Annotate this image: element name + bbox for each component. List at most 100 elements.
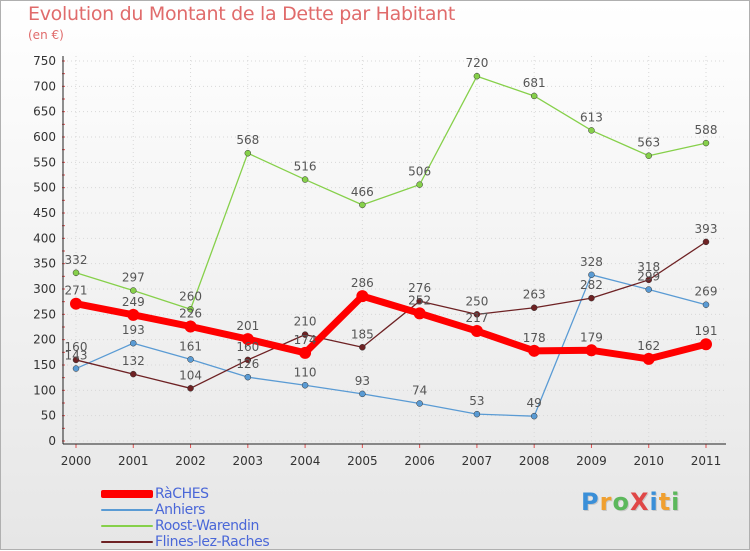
data-label: 143 <box>65 349 88 363</box>
data-point <box>130 370 137 378</box>
series-line-flines-lez-raches <box>75 241 707 389</box>
data-label: 132 <box>122 354 145 368</box>
y-tick-label: 350 <box>33 257 56 271</box>
legend-label: Flines-lez-Raches <box>155 534 270 550</box>
data-label: 178 <box>523 331 546 345</box>
x-tick-label: 2009 <box>576 454 607 468</box>
series-line-r-ches <box>72 292 710 363</box>
data-label: 516 <box>294 160 317 174</box>
data-label: 297 <box>122 271 145 285</box>
data-label: 126 <box>236 357 259 371</box>
data-label: 49 <box>527 396 542 410</box>
legend-swatch <box>101 509 153 511</box>
logo-letter: r <box>599 488 613 516</box>
data-point <box>588 127 595 134</box>
data-point <box>702 139 710 147</box>
data-label: 263 <box>523 288 546 302</box>
data-label: 318 <box>637 260 660 274</box>
data-label: 249 <box>122 295 145 309</box>
data-label: 276 <box>408 281 431 295</box>
data-point <box>702 238 710 246</box>
data-label: 210 <box>294 315 317 329</box>
data-label: 217 <box>465 311 488 325</box>
data-point <box>413 307 426 320</box>
logo-letter: o <box>612 488 630 516</box>
data-label: 250 <box>465 294 488 308</box>
x-tick-label: 2000 <box>61 454 92 468</box>
data-label: 161 <box>179 339 202 353</box>
data-label: 252 <box>408 293 431 307</box>
x-tick-label: 2007 <box>462 454 493 468</box>
data-point <box>416 181 423 188</box>
series-line-anhiers <box>75 274 707 417</box>
y-tick-label: 500 <box>33 181 56 195</box>
y-tick-label: 150 <box>33 358 56 372</box>
data-label: 568 <box>236 133 259 147</box>
data-point <box>528 344 541 357</box>
x-tick-label: 2002 <box>175 454 206 468</box>
data-point <box>359 344 366 351</box>
y-tick-label: 650 <box>33 105 56 119</box>
data-point <box>70 297 82 310</box>
logo-letter: i <box>649 488 659 516</box>
logo-letter: P <box>581 488 600 516</box>
data-label: 93 <box>355 374 370 388</box>
data-label: 466 <box>351 185 374 199</box>
logo-letter: t <box>658 488 672 516</box>
legend-swatch <box>101 541 153 543</box>
data-label: 269 <box>695 285 718 299</box>
data-label: 393 <box>695 222 718 236</box>
x-tick-label: 2001 <box>118 454 149 468</box>
x-tick-label: 2010 <box>633 454 664 468</box>
data-label: 110 <box>294 365 317 379</box>
legend-item: Roost-Warendin <box>101 518 269 534</box>
logo-letter: i <box>671 488 681 516</box>
data-point <box>470 325 483 338</box>
series-line-roost-warendin <box>75 75 707 310</box>
data-point <box>356 290 369 303</box>
data-label: 179 <box>580 330 603 344</box>
data-point <box>645 286 652 293</box>
data-label: 328 <box>580 255 603 269</box>
data-point <box>416 297 423 305</box>
legend-label: RàCHES <box>155 486 209 502</box>
y-tick-label: 0 <box>48 434 56 448</box>
data-label: 191 <box>695 324 718 338</box>
y-tick-label: 700 <box>33 79 56 93</box>
y-tick-label: 200 <box>33 333 56 347</box>
data-point <box>301 382 309 389</box>
data-point <box>187 356 194 363</box>
data-point <box>359 390 366 398</box>
data-point <box>127 308 140 321</box>
data-point <box>702 301 710 308</box>
data-point <box>416 400 423 407</box>
data-point <box>187 385 194 392</box>
data-label: 613 <box>580 110 603 124</box>
data-label: 299 <box>637 270 660 284</box>
data-point <box>187 306 194 313</box>
data-point <box>130 287 137 294</box>
data-point <box>588 271 595 279</box>
data-point <box>530 92 538 100</box>
data-point <box>244 149 252 157</box>
data-label: 185 <box>351 327 374 341</box>
data-label: 160 <box>65 340 88 354</box>
data-label: 201 <box>236 319 259 333</box>
x-tick-label: 2003 <box>233 454 264 468</box>
legend-label: Roost-Warendin <box>155 518 260 534</box>
data-point <box>585 344 598 357</box>
chart-title: Evolution du Montant de la Dette par Hab… <box>28 3 456 25</box>
data-point <box>700 338 712 351</box>
data-point <box>241 333 254 346</box>
data-point <box>130 339 137 347</box>
y-tick-label: 750 <box>33 54 56 68</box>
data-label: 720 <box>465 56 488 70</box>
data-label: 193 <box>122 323 145 337</box>
data-label: 681 <box>523 76 546 90</box>
legend-item: Flines-lez-Raches <box>101 534 270 550</box>
data-label: 282 <box>580 278 603 292</box>
data-point <box>184 320 197 333</box>
data-point <box>244 356 252 364</box>
